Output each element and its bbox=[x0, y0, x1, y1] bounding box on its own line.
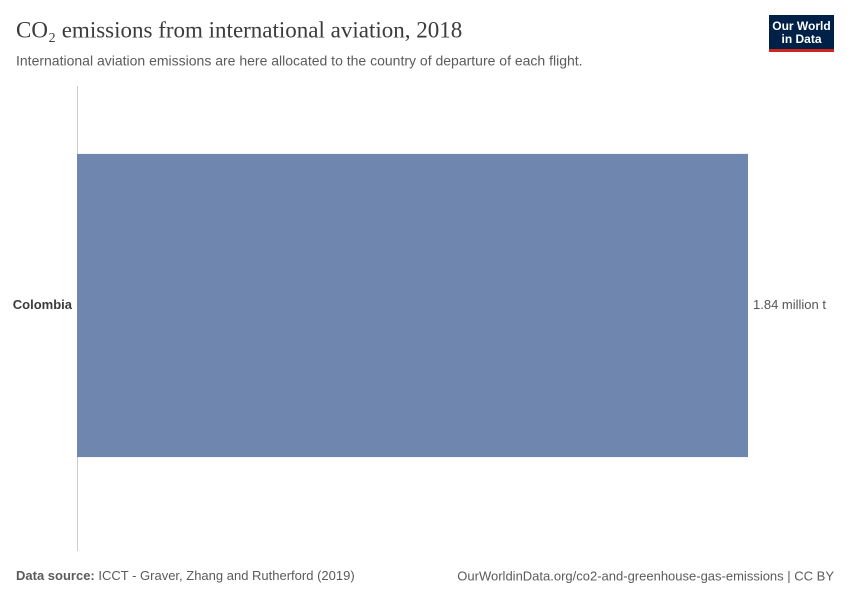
source-url[interactable]: OurWorldinData.org/co2-and-greenhouse-ga… bbox=[457, 568, 834, 583]
logo-text[interactable]: Our World bbox=[772, 19, 830, 33]
value-label: 1.84 million t bbox=[753, 297, 826, 312]
logo-text[interactable]: in Data bbox=[781, 32, 821, 46]
source-label: Data source: bbox=[16, 568, 95, 583]
source: Data source: ICCT - Graver, Zhang and Ru… bbox=[16, 568, 355, 583]
logo[interactable]: Our World in Data bbox=[769, 15, 834, 52]
category-label: Colombia bbox=[13, 297, 73, 312]
chart-subtitle: International aviation emissions are her… bbox=[16, 53, 583, 69]
source-text: ICCT - Graver, Zhang and Rutherford (201… bbox=[98, 568, 354, 583]
logo-box[interactable] bbox=[769, 15, 834, 52]
chart-title: CO₂ emissions from international aviatio… bbox=[16, 17, 462, 42]
logo-underline bbox=[769, 49, 834, 52]
bar bbox=[77, 153, 748, 458]
